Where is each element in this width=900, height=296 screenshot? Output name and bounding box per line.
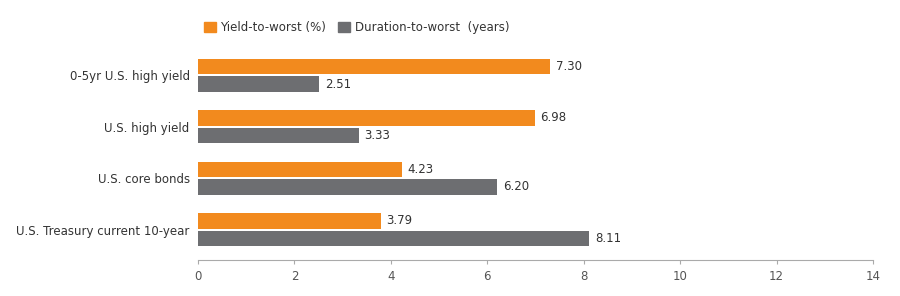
Bar	[198, 179, 497, 195]
Bar	[198, 110, 535, 126]
Legend: Yield-to-worst (%), Duration-to-worst  (years): Yield-to-worst (%), Duration-to-worst (y…	[204, 21, 509, 34]
Bar	[198, 76, 319, 92]
Text: 7.30: 7.30	[556, 60, 581, 73]
Bar	[198, 59, 550, 74]
Bar	[198, 162, 402, 177]
Text: 8.11: 8.11	[595, 232, 621, 245]
Text: 6.20: 6.20	[503, 180, 529, 193]
Text: 2.51: 2.51	[325, 78, 351, 91]
Text: 3.33: 3.33	[364, 129, 391, 142]
Bar	[198, 213, 381, 229]
Text: 4.23: 4.23	[408, 163, 434, 176]
Text: 6.98: 6.98	[540, 112, 566, 125]
Text: 3.79: 3.79	[386, 214, 412, 227]
Bar	[198, 128, 358, 143]
Bar	[198, 231, 589, 246]
